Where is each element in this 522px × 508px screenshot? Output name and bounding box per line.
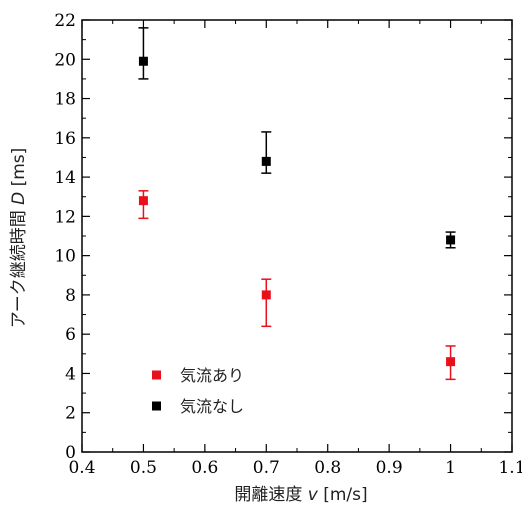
data-point — [446, 235, 456, 245]
x-tick-label: 0.5 — [130, 458, 157, 478]
legend-label: 気流あり — [180, 366, 244, 385]
data-point — [138, 196, 148, 206]
axis-tick-labels: 0.4 0.5 0.6 0.7 0.8 0.9 1 1.1 0 2 4 6 8 10 12 14 16 18 20 2… — [54, 11, 522, 478]
x-axis-title: 開離速度 v [m/s] — [234, 485, 367, 505]
data-point — [261, 290, 271, 300]
y-axis-title: アーク継続時間 D [ms] — [9, 148, 29, 329]
series-気流なし — [138, 27, 456, 249]
series-気流あり — [138, 190, 456, 381]
y-tick-label: 4 — [65, 364, 76, 384]
legend-marker — [152, 370, 161, 380]
data-marks — [138, 27, 456, 381]
legend-label: 気流なし — [180, 397, 244, 416]
y-tick-label: 6 — [65, 325, 76, 345]
data-point — [261, 156, 271, 166]
y-tick-label: 10 — [54, 247, 76, 267]
y-tick-label: 8 — [65, 286, 76, 306]
legend-marker — [152, 401, 161, 411]
data-point — [138, 56, 148, 66]
x-tick-label: 0.8 — [314, 458, 341, 478]
x-tick-label: 0.4 — [68, 458, 95, 478]
y-tick-label: 22 — [54, 11, 76, 31]
x-tick-label: 1 — [445, 458, 456, 478]
data-point — [446, 357, 456, 367]
y-tick-label: 14 — [54, 168, 76, 188]
y-tick-label: 16 — [54, 129, 76, 149]
y-tick-label: 12 — [54, 207, 76, 227]
x-tick-label: 0.7 — [253, 458, 280, 478]
y-tick-label: 18 — [54, 90, 76, 110]
x-tick-label: 1.1 — [498, 458, 522, 478]
y-tick-label: 0 — [65, 443, 76, 463]
axis-ticks — [81, 19, 513, 453]
x-tick-label: 0.9 — [376, 458, 403, 478]
y-tick-label: 2 — [65, 404, 76, 424]
x-tick-label: 0.6 — [191, 458, 218, 478]
y-tick-label: 20 — [54, 50, 76, 70]
